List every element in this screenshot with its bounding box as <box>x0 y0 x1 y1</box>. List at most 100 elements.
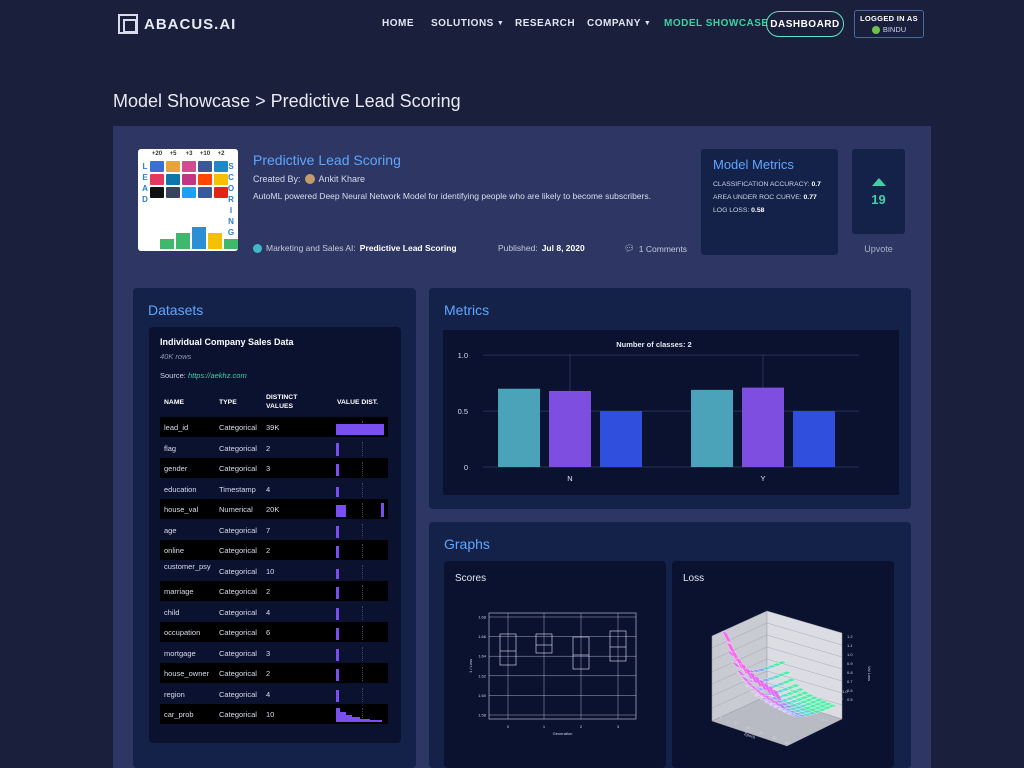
value-distribution <box>336 665 388 681</box>
abacus-logo[interactable]: ABACUS.AI <box>118 14 236 34</box>
x-tick-label: Y <box>760 474 765 483</box>
distribution-bar <box>336 587 339 599</box>
value-distribution <box>336 604 388 620</box>
hero-letter: O <box>227 184 235 193</box>
metric-value: 0.58 <box>751 207 765 214</box>
bar[interactable] <box>498 388 540 467</box>
cell-type: Categorical <box>219 607 257 617</box>
value-distribution <box>336 583 388 599</box>
bar[interactable] <box>600 411 642 467</box>
metrics-bar-chart: Number of classes: 2 0 0.5 1.0 N Y <box>458 340 859 483</box>
y-tick-label: 1.60 <box>478 693 487 698</box>
cell-name: child <box>164 607 180 617</box>
table-row[interactable]: lead_id Categorical 39K <box>160 417 388 437</box>
value-distribution <box>336 706 388 722</box>
social-icon <box>150 187 164 198</box>
created-by: Created By: Ankit Khare <box>253 174 365 184</box>
table-row[interactable]: gender Categorical 3 <box>160 458 388 478</box>
y-tick-label: 1.66 <box>478 634 487 639</box>
scores-card <box>444 561 666 768</box>
nav-home[interactable]: HOME <box>382 18 414 29</box>
y-tick-label: 0.5 <box>458 407 468 416</box>
metric-line: LOG LOSS: 0.58 <box>713 204 826 217</box>
cell-distinct: 2 <box>266 669 271 678</box>
cell-type: Categorical <box>219 566 257 576</box>
distribution-bar <box>336 607 339 620</box>
nav-model-showcase[interactable]: MODEL SHOWCASE <box>664 18 769 29</box>
distribution-bar <box>370 720 382 722</box>
dashboard-button[interactable]: DASHBOARD <box>766 11 844 37</box>
value-distribution <box>336 419 388 435</box>
hero-scoring-text: S C O R I N G <box>227 161 235 238</box>
box[interactable] <box>499 633 517 666</box>
table-row[interactable]: education Timestamp 4 <box>160 479 388 499</box>
source-label: Source: <box>160 371 186 380</box>
model-metrics-title: Model Metrics <box>713 157 794 172</box>
source-link[interactable]: https://aekhz.com <box>187 371 247 380</box>
column-header-name: NAME <box>164 399 185 406</box>
hero-letter: I <box>229 206 233 215</box>
nav-company[interactable]: COMPANY ▼ <box>587 18 651 29</box>
social-icon <box>214 187 228 198</box>
author-name[interactable]: Ankit Khare <box>318 174 366 184</box>
distribution-bar <box>336 546 339 558</box>
model-category: Marketing and Sales AI: Predictive Lead … <box>253 243 457 253</box>
chevron-down-icon: ▼ <box>643 19 652 27</box>
table-row[interactable]: online Categorical 2 <box>160 540 388 560</box>
cell-name: region <box>164 689 185 699</box>
category-link[interactable]: Predictive Lead Scoring <box>359 243 457 253</box>
cell-type: Categorical <box>219 648 257 658</box>
x-axis-label: Epoch <box>744 731 756 740</box>
surface-cell <box>781 670 792 675</box>
user-menu[interactable]: LOGGED IN AS BINDU <box>854 10 924 38</box>
surface-cell <box>808 696 820 700</box>
metric-value: 0.77 <box>803 194 817 201</box>
abacus-cube-icon <box>118 14 138 34</box>
wall-grid-line <box>766 646 843 670</box>
hero-counts: +20 +5 +3 +10 +2 <box>150 151 228 157</box>
table-row[interactable]: occupation Categorical 6 <box>160 622 388 642</box>
comments-link[interactable]: 💬︎ 1 Comments <box>624 243 687 254</box>
table-row[interactable]: car_prob Categorical 10 <box>160 704 388 724</box>
bar[interactable] <box>793 411 835 467</box>
surface-cell <box>827 703 838 708</box>
cell-name: house_owner <box>164 669 210 678</box>
table-row[interactable]: region Categorical 4 <box>160 684 388 704</box>
graphs-title: Graphs <box>444 536 490 552</box>
cell-type: Categorical <box>219 628 257 637</box>
social-icon <box>182 161 196 172</box>
distribution-bar <box>336 628 339 640</box>
table-row[interactable]: flag Categorical 2 <box>160 438 388 458</box>
hero-count: +10 <box>199 151 211 157</box>
chevron-down-icon: ▼ <box>496 19 505 27</box>
y-tick-label: 1.64 <box>478 654 487 659</box>
hero-letter: E <box>142 173 148 182</box>
box[interactable] <box>535 633 553 654</box>
model-title[interactable]: Predictive Lead Scoring <box>253 152 401 168</box>
hero-lead-text: L E A D <box>141 161 149 205</box>
hero-letter: G <box>227 228 235 237</box>
table-row[interactable]: mortgage Categorical 3 <box>160 643 388 663</box>
box[interactable] <box>572 636 590 670</box>
metric-label: CLASSIFICATION ACCURACY: <box>713 181 810 188</box>
table-row[interactable]: child Categorical 4 <box>160 602 388 622</box>
table-row[interactable]: house_val Numerical 20K <box>160 499 388 519</box>
dataset-name[interactable]: Individual Company Sales Data <box>160 337 294 347</box>
bar[interactable] <box>549 390 591 467</box>
upvote-button[interactable]: 19 <box>852 149 905 234</box>
comments-count: 1 Comments <box>638 243 687 254</box>
bar[interactable] <box>691 389 733 467</box>
surface-cell <box>731 661 742 669</box>
hero-count: +20 <box>151 151 163 157</box>
nav-solutions[interactable]: SOLUTIONS ▼ <box>431 18 504 29</box>
nav-research[interactable]: RESEARCH <box>515 18 576 29</box>
table-row[interactable]: marriage Categorical 2 <box>160 581 388 601</box>
podium-step <box>208 233 222 249</box>
table-row[interactable]: customer_psy Categorical 10 <box>160 561 388 581</box>
bar[interactable] <box>742 387 784 467</box>
table-row[interactable]: house_owner Categorical 2 <box>160 663 388 683</box>
box[interactable] <box>609 630 627 662</box>
upvote-label: Upvote <box>864 244 893 254</box>
table-row[interactable]: age Categorical 7 <box>160 520 388 540</box>
cell-name: age <box>164 525 177 535</box>
